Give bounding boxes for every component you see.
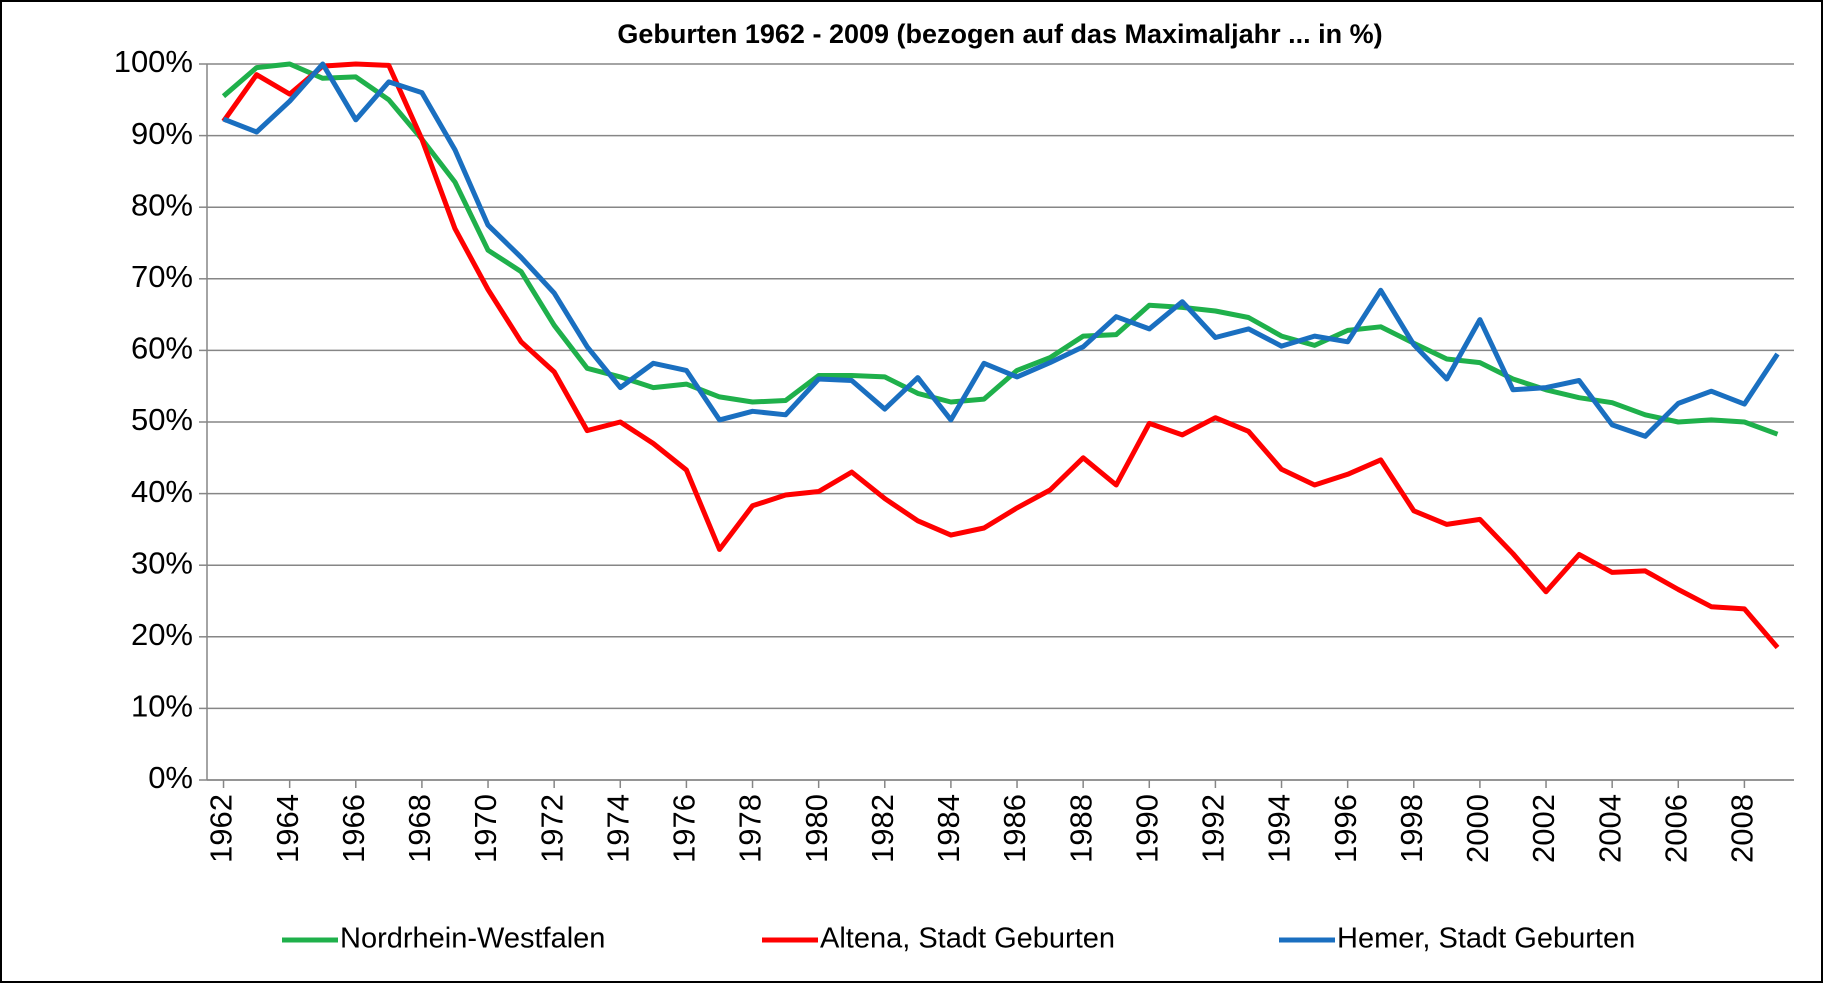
- x-tick-label: 2008: [1725, 794, 1760, 863]
- x-tick-label: 1998: [1394, 794, 1429, 863]
- y-tick-label: 40%: [131, 474, 193, 509]
- y-tick-label: 70%: [131, 259, 193, 294]
- x-tick-label: 1970: [468, 794, 503, 863]
- y-tick-label: 30%: [131, 545, 193, 580]
- y-tick-label: 60%: [131, 331, 193, 366]
- y-tick-label: 90%: [131, 116, 193, 151]
- x-tick-label: 1980: [799, 794, 834, 863]
- x-tick-label: 1964: [270, 794, 305, 863]
- x-tick-label: 1990: [1129, 794, 1164, 863]
- legend-label: Nordrhein-Westfalen: [340, 923, 605, 955]
- x-tick-label: 1972: [534, 794, 569, 863]
- x-tick-label: 1982: [865, 794, 900, 863]
- x-tick-label: 1994: [1262, 794, 1297, 863]
- y-tick-label: 20%: [131, 617, 193, 652]
- legend-label: Altena, Stadt Geburten: [820, 923, 1115, 955]
- series-line: [221, 61, 1779, 437]
- x-tick-label: 2002: [1526, 794, 1561, 863]
- chart-title: Geburten 1962 - 2009 (bezogen auf das Ma…: [617, 19, 1382, 49]
- x-tick-label: 1984: [931, 794, 966, 863]
- x-tick-label: 1992: [1196, 794, 1231, 863]
- x-tick-label: 2004: [1592, 794, 1627, 863]
- x-tick-label: 1976: [667, 794, 702, 863]
- y-tick-label: 50%: [131, 402, 193, 437]
- x-tick-label: 1996: [1328, 794, 1363, 863]
- series-line: [222, 61, 1780, 439]
- x-tick-label: 1986: [997, 794, 1032, 863]
- y-tick-label: 80%: [131, 187, 193, 222]
- x-tick-label: 2000: [1460, 794, 1495, 863]
- x-tick-label: 1974: [600, 794, 635, 863]
- x-tick-label: 2006: [1658, 794, 1693, 863]
- x-tick-label: 1962: [204, 794, 239, 863]
- x-tick-label: 1968: [402, 794, 437, 863]
- y-tick-label: 0%: [148, 760, 193, 795]
- y-tick-label: 10%: [131, 689, 193, 724]
- x-tick-label: 1978: [733, 794, 768, 863]
- x-tick-label: 1966: [336, 794, 371, 863]
- y-tick-label: 100%: [114, 44, 193, 79]
- legend-label: Hemer, Stadt Geburten: [1337, 923, 1635, 955]
- series-line: [221, 61, 1780, 650]
- x-tick-label: 1988: [1063, 794, 1098, 863]
